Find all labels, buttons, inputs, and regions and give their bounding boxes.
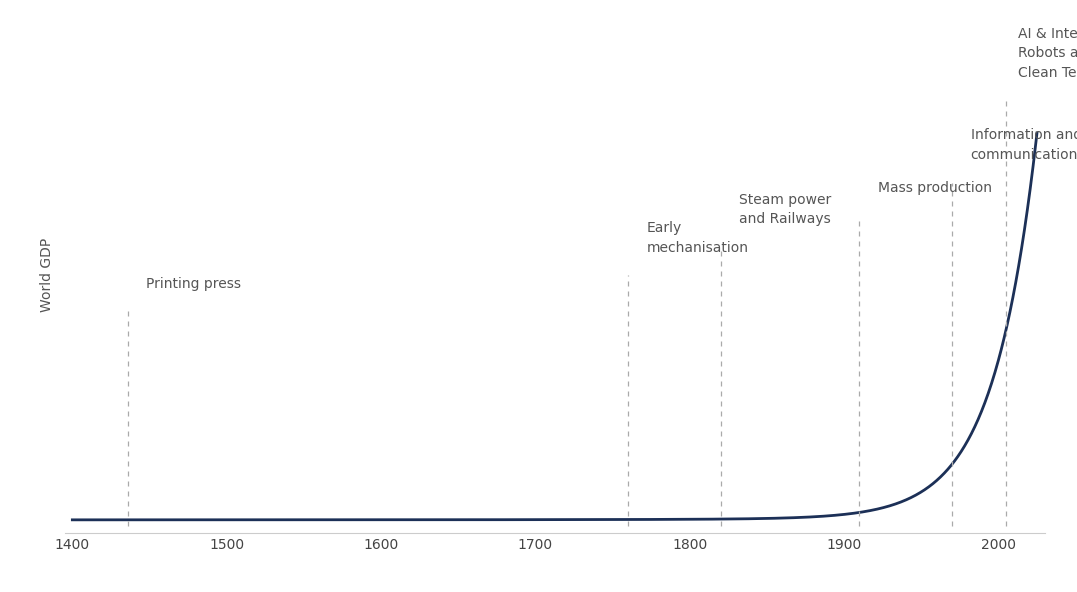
Y-axis label: World GDP: World GDP <box>40 238 54 313</box>
Text: Information and
communication: Information and communication <box>970 128 1077 162</box>
Text: Mass production: Mass production <box>878 182 992 195</box>
Text: Printing press: Printing press <box>146 276 241 291</box>
Text: Early
mechanisation: Early mechanisation <box>646 221 749 255</box>
Text: Steam power
and Railways: Steam power and Railways <box>739 193 831 226</box>
Text: AI & Internet of Things
Robots and drones
Clean Tech: AI & Internet of Things Robots and drone… <box>1019 27 1077 79</box>
